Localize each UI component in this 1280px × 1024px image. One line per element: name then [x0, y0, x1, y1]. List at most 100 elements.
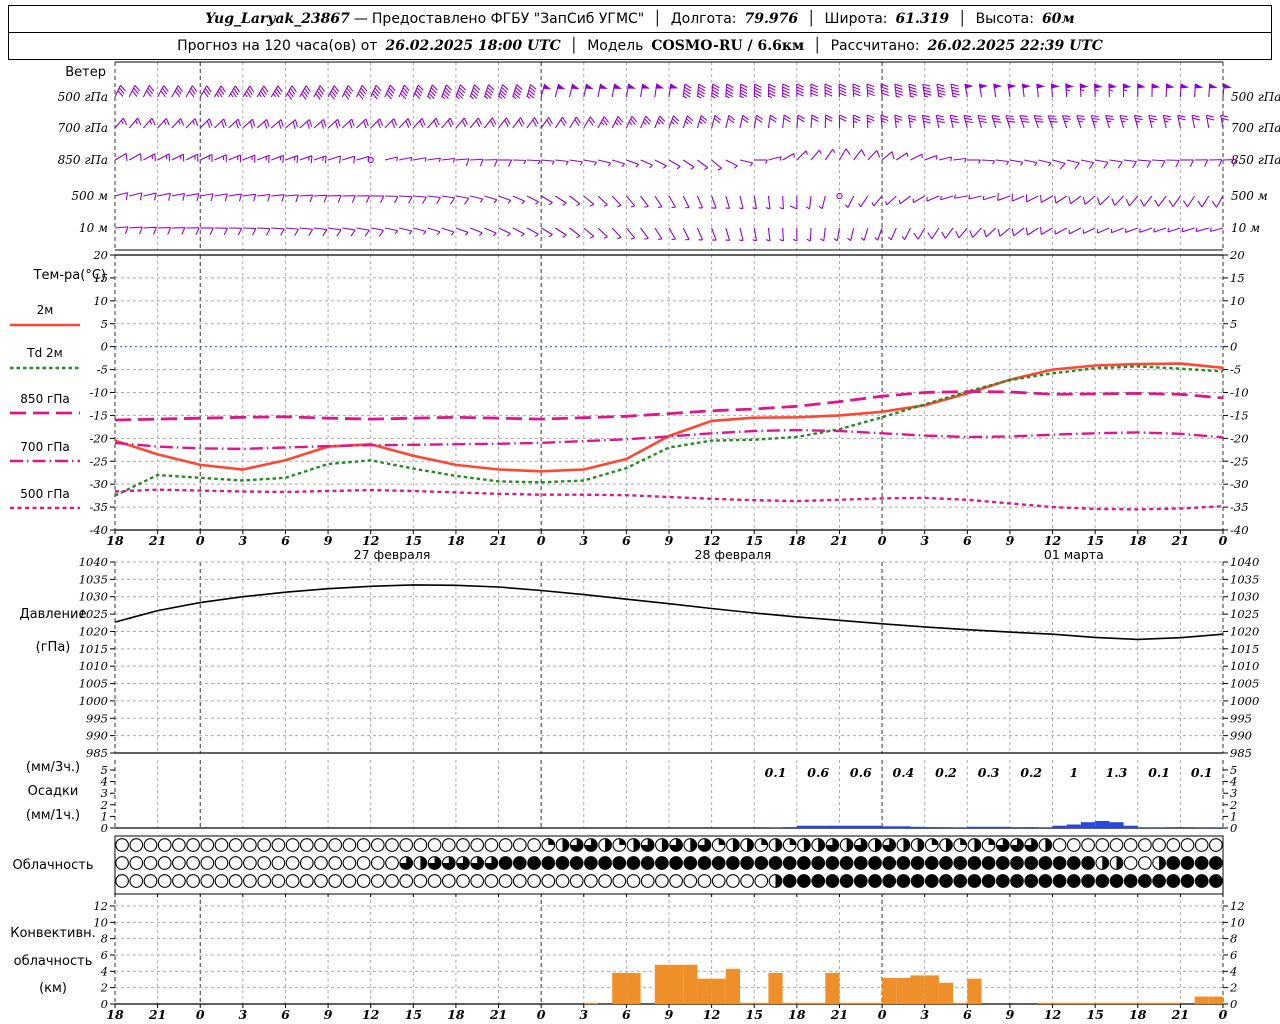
convective-unit-label: (км) [39, 981, 67, 996]
svg-text:15: 15 [746, 1007, 763, 1022]
cloud-circle [186, 874, 200, 888]
svg-text:-35: -35 [1230, 500, 1249, 514]
precip-bar [1066, 824, 1081, 828]
svg-text:-30: -30 [1230, 477, 1249, 491]
precip-1h-unit-label: (мм/1ч.) [25, 808, 81, 823]
cloud-circle [399, 838, 414, 852]
cloud-circle [498, 838, 513, 852]
cloud-circle [782, 856, 797, 870]
cloud-circle [1010, 856, 1024, 870]
svg-text:9: 9 [1006, 533, 1015, 548]
precip-bar [1109, 822, 1124, 828]
svg-text:500 м: 500 м [71, 189, 108, 203]
svg-text:21: 21 [148, 533, 166, 548]
svg-text:3: 3 [101, 786, 108, 800]
cloud-circle [896, 856, 911, 870]
svg-text:4: 4 [1229, 775, 1237, 789]
cloud-circle [740, 856, 754, 870]
svg-text:-40: -40 [1230, 523, 1249, 537]
cloud-circle [669, 856, 683, 870]
forecast-label: Прогноз на 120 часа(ов) от [177, 38, 378, 54]
svg-text:28 февраля: 28 февраля [695, 547, 772, 562]
cloud-circle [1194, 874, 1209, 888]
cloud-circle [1081, 838, 1095, 852]
svg-text:0: 0 [1219, 1007, 1228, 1022]
cloud-circle [584, 874, 598, 888]
separator: │ [569, 38, 579, 54]
cloud-circle [356, 874, 371, 888]
cloud-circle [782, 874, 797, 888]
separator: │ [807, 11, 816, 27]
cloud-circle [612, 874, 627, 888]
cloud-circle [626, 856, 641, 870]
cloud-circle [1152, 874, 1166, 888]
cloud-circle [839, 874, 854, 888]
svg-text:15: 15 [1230, 271, 1245, 285]
precip-bar [938, 827, 954, 828]
convective-bar [1066, 1002, 1081, 1004]
svg-text:10: 10 [93, 915, 108, 929]
svg-text:1015: 1015 [79, 642, 108, 656]
svg-text:-40: -40 [89, 523, 108, 537]
svg-text:1: 1 [1230, 809, 1237, 823]
precip-bar [1152, 827, 1167, 828]
svg-text:0.6: 0.6 [807, 765, 829, 780]
cloud-circle [882, 874, 897, 888]
convective-bar [740, 1002, 755, 1004]
svg-text:12: 12 [1044, 1007, 1062, 1022]
cloud-circle [1194, 856, 1209, 870]
cloud-circle [598, 874, 612, 888]
svg-text:1035: 1035 [1230, 572, 1259, 586]
cloud-circle [257, 874, 272, 888]
svg-text:0: 0 [1219, 533, 1228, 548]
precip-panel-title: Осадки [27, 784, 79, 799]
convective-bar [1080, 1002, 1096, 1004]
svg-text:12: 12 [1230, 899, 1245, 913]
cloud-circle [853, 856, 868, 870]
cloud-circle [456, 838, 470, 852]
cloud-circle [868, 856, 882, 870]
cloud-circle [1166, 856, 1181, 870]
convective-bar [811, 1002, 826, 1004]
cloud-circle [1209, 874, 1223, 888]
altitude-label: Высота: [975, 11, 1034, 27]
cloud-circle [228, 874, 243, 888]
cloud-circle [370, 874, 385, 888]
svg-text:1005: 1005 [1230, 677, 1259, 691]
cloud-circle [172, 856, 186, 870]
cloud-circle [214, 856, 229, 870]
convective-bar [1095, 1002, 1110, 1004]
cloud-circle [257, 856, 272, 870]
svg-text:0: 0 [878, 1007, 887, 1022]
precip-bar [1038, 827, 1053, 828]
svg-text:500 гПа: 500 гПа [58, 90, 108, 104]
convective-bar [697, 978, 712, 1004]
cloud-circle [1166, 874, 1181, 888]
time-axis: 18 21 0 3 6 9 12 15 18 21 0 3 6 9 12 15 18 21 0 3 6 9 12 15 18 21… [106, 530, 1228, 562]
temperature-panel: 20 20 15 15 10 10 5 5 0 0 -5 -5 -10 -10 -15 -15 -20 -20 -2… [10, 248, 1249, 537]
cloud-circle [299, 874, 314, 888]
precip-bar [811, 825, 826, 828]
svg-text:985: 985 [1230, 746, 1252, 760]
precip-panel: 0 01 12 23 34 45 50.1 0.6 0.6 0.4 0.2 0.3 0.2 1 1.3 0.1… [100, 760, 1237, 835]
cloud-circle [825, 874, 840, 888]
svg-text:1030: 1030 [1230, 590, 1259, 604]
convective-bar [1052, 1002, 1067, 1004]
svg-text:8: 8 [1230, 932, 1237, 946]
svg-text:3: 3 [920, 533, 929, 548]
svg-text:995: 995 [1230, 711, 1252, 725]
cloud-circle [172, 874, 186, 888]
svg-text:9: 9 [1006, 1007, 1015, 1022]
svg-text:12: 12 [703, 533, 721, 548]
precip-bar [882, 826, 897, 828]
cloud-circle [356, 838, 371, 852]
cloud-circle [995, 874, 1010, 888]
cloud-circle [967, 856, 982, 870]
svg-text:6: 6 [622, 533, 631, 548]
svg-text:985: 985 [86, 746, 108, 760]
cloud-circle [271, 838, 286, 852]
cloud-circle [939, 874, 953, 888]
precip-bar [1123, 825, 1138, 828]
svg-text:3: 3 [238, 533, 247, 548]
